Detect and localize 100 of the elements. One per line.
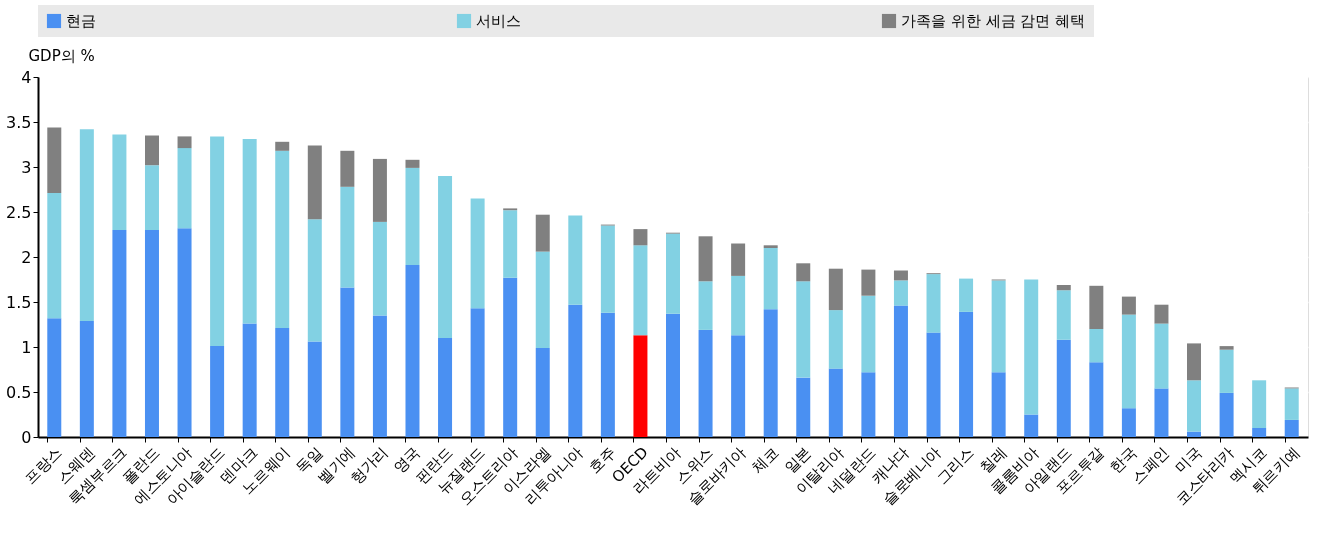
bar [1219,349,1234,393]
legend-label: 가족을 위한 세금 감면 혜택 [901,12,1086,30]
bar [633,245,648,336]
bar [1056,290,1071,340]
y-tick-label: 0 [21,427,32,447]
bar [828,310,843,369]
bar [79,129,94,321]
bar [503,277,518,437]
bar [893,270,908,281]
bar [307,145,322,220]
bar [47,318,62,437]
bar [568,304,583,437]
bar [926,274,941,333]
y-tick-label: 1 [21,337,32,357]
bar [861,269,876,296]
bar [698,236,713,282]
bar [568,215,583,305]
bar [861,372,876,437]
bar [893,280,908,306]
bar [1121,296,1136,315]
bar [1187,380,1202,432]
bar [959,278,974,312]
bar [47,193,62,319]
bar [307,219,322,342]
bar [535,214,550,252]
bar [210,346,225,437]
bar [828,368,843,437]
bar [144,230,159,437]
bar [893,305,908,437]
bar [796,281,811,378]
bar [1252,380,1267,428]
bar [666,233,680,314]
bar [177,228,192,437]
bar [177,148,192,229]
bar [861,295,876,373]
bar [275,328,290,437]
bar [926,332,941,437]
bar [959,311,974,437]
bar [438,338,453,437]
bar [340,186,355,288]
bar [731,275,746,336]
legend-label: 서비스 [476,12,521,30]
bar [763,248,778,310]
bar [503,210,518,278]
bar [1187,343,1202,381]
bar [633,229,648,246]
bar [1089,362,1104,437]
bar [372,315,387,437]
bar [340,287,355,437]
bar [1219,346,1234,350]
bar [1154,323,1169,389]
bar [340,150,355,187]
bar [535,347,550,437]
bar [1219,392,1234,437]
bar [991,280,1006,373]
bar [1284,388,1299,420]
bar [1121,408,1136,437]
bar [633,335,648,437]
bar [79,320,94,437]
y-tick-label: 4 [21,67,32,87]
bar [372,158,387,222]
bar [535,251,550,348]
bar [210,136,225,347]
bar [405,167,420,266]
y-tick-label: 0.5 [6,382,32,402]
bar [1089,329,1104,363]
bar [763,245,778,248]
bar [600,312,615,437]
bar [1187,431,1202,437]
bar [731,243,746,276]
bar [1252,428,1267,437]
bar [47,127,62,194]
bar [1284,419,1299,437]
bar [1089,285,1104,329]
bar [731,335,746,437]
y-axis-title: GDP의 % [28,46,95,65]
bar [242,323,257,437]
bar [600,225,615,313]
y-tick-label: 1.5 [6,292,32,312]
bar [698,281,713,330]
bar [372,221,387,316]
bar [796,263,811,282]
bar [666,313,680,437]
bar [307,341,322,437]
bar [470,308,485,437]
bar [275,141,290,151]
bar [112,134,127,230]
y-tick-label: 3 [21,157,32,177]
bar [1056,284,1071,291]
y-tick-label: 2.5 [6,202,32,222]
y-tick-label: 3.5 [6,112,32,132]
bar [470,198,485,309]
bar [112,230,127,437]
bar [828,268,843,311]
legend-label: 현금 [66,12,96,30]
bar [763,309,778,437]
bar [1121,314,1136,409]
bar [1154,388,1169,437]
bar [438,176,453,338]
bar [242,139,257,324]
